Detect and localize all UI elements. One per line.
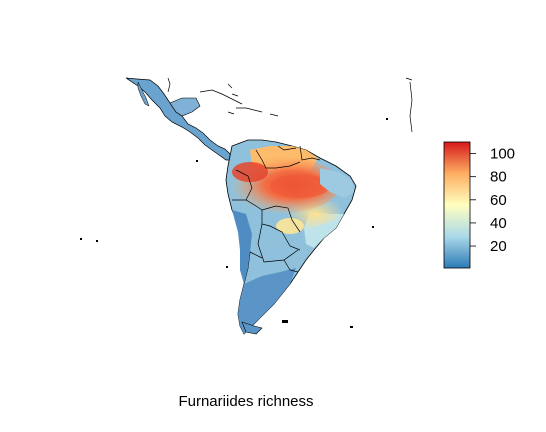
map-caption: Furnariides richness <box>178 393 314 410</box>
colorbar-tick-label: 80 <box>490 169 507 186</box>
colorbar-ticks: 20 40 60 80 100 <box>470 146 515 255</box>
colorbar-tick-label: 100 <box>490 146 515 163</box>
caribbean-islands <box>167 77 413 133</box>
map-land <box>80 77 413 335</box>
colorbar-tick-label: 40 <box>490 215 507 232</box>
colorbar-tick-label: 20 <box>490 238 507 255</box>
color-legend: 20 40 60 80 100 <box>443 141 515 269</box>
colorbar-gradient <box>443 141 471 269</box>
colorbar-tick-label: 60 <box>490 192 507 209</box>
